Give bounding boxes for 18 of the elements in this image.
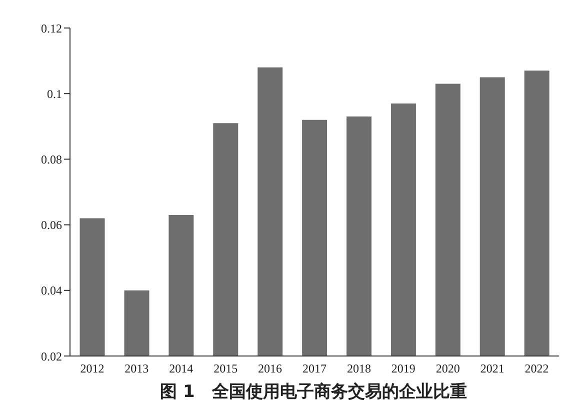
- x-tick-label: 2020: [436, 362, 460, 376]
- x-tick-label: 2019: [391, 362, 416, 376]
- x-tick-label: 2014: [169, 362, 194, 376]
- y-tick-label: 0.1: [47, 86, 62, 101]
- y-tick-label: 0.12: [41, 21, 62, 36]
- x-tick-label: 2016: [258, 362, 282, 376]
- y-tick-label: 0.02: [41, 349, 62, 364]
- y-tick-label: 0.04: [41, 284, 62, 298]
- x-tick-label: 2013: [124, 362, 149, 376]
- y-tick-label: 0.08: [41, 152, 62, 166]
- x-tick-label: 2012: [80, 362, 104, 376]
- y-tick-label: 0.06: [41, 218, 62, 232]
- x-tick-label: 2022: [524, 362, 549, 376]
- x-tick-label: 2021: [480, 362, 504, 376]
- x-tick-label: 2018: [346, 362, 371, 376]
- x-tick-label: 2017: [302, 362, 326, 376]
- x-tick-label: 2015: [214, 362, 238, 376]
- text: 图 1 全国使用电子商务交易的企业比重: [159, 381, 468, 403]
